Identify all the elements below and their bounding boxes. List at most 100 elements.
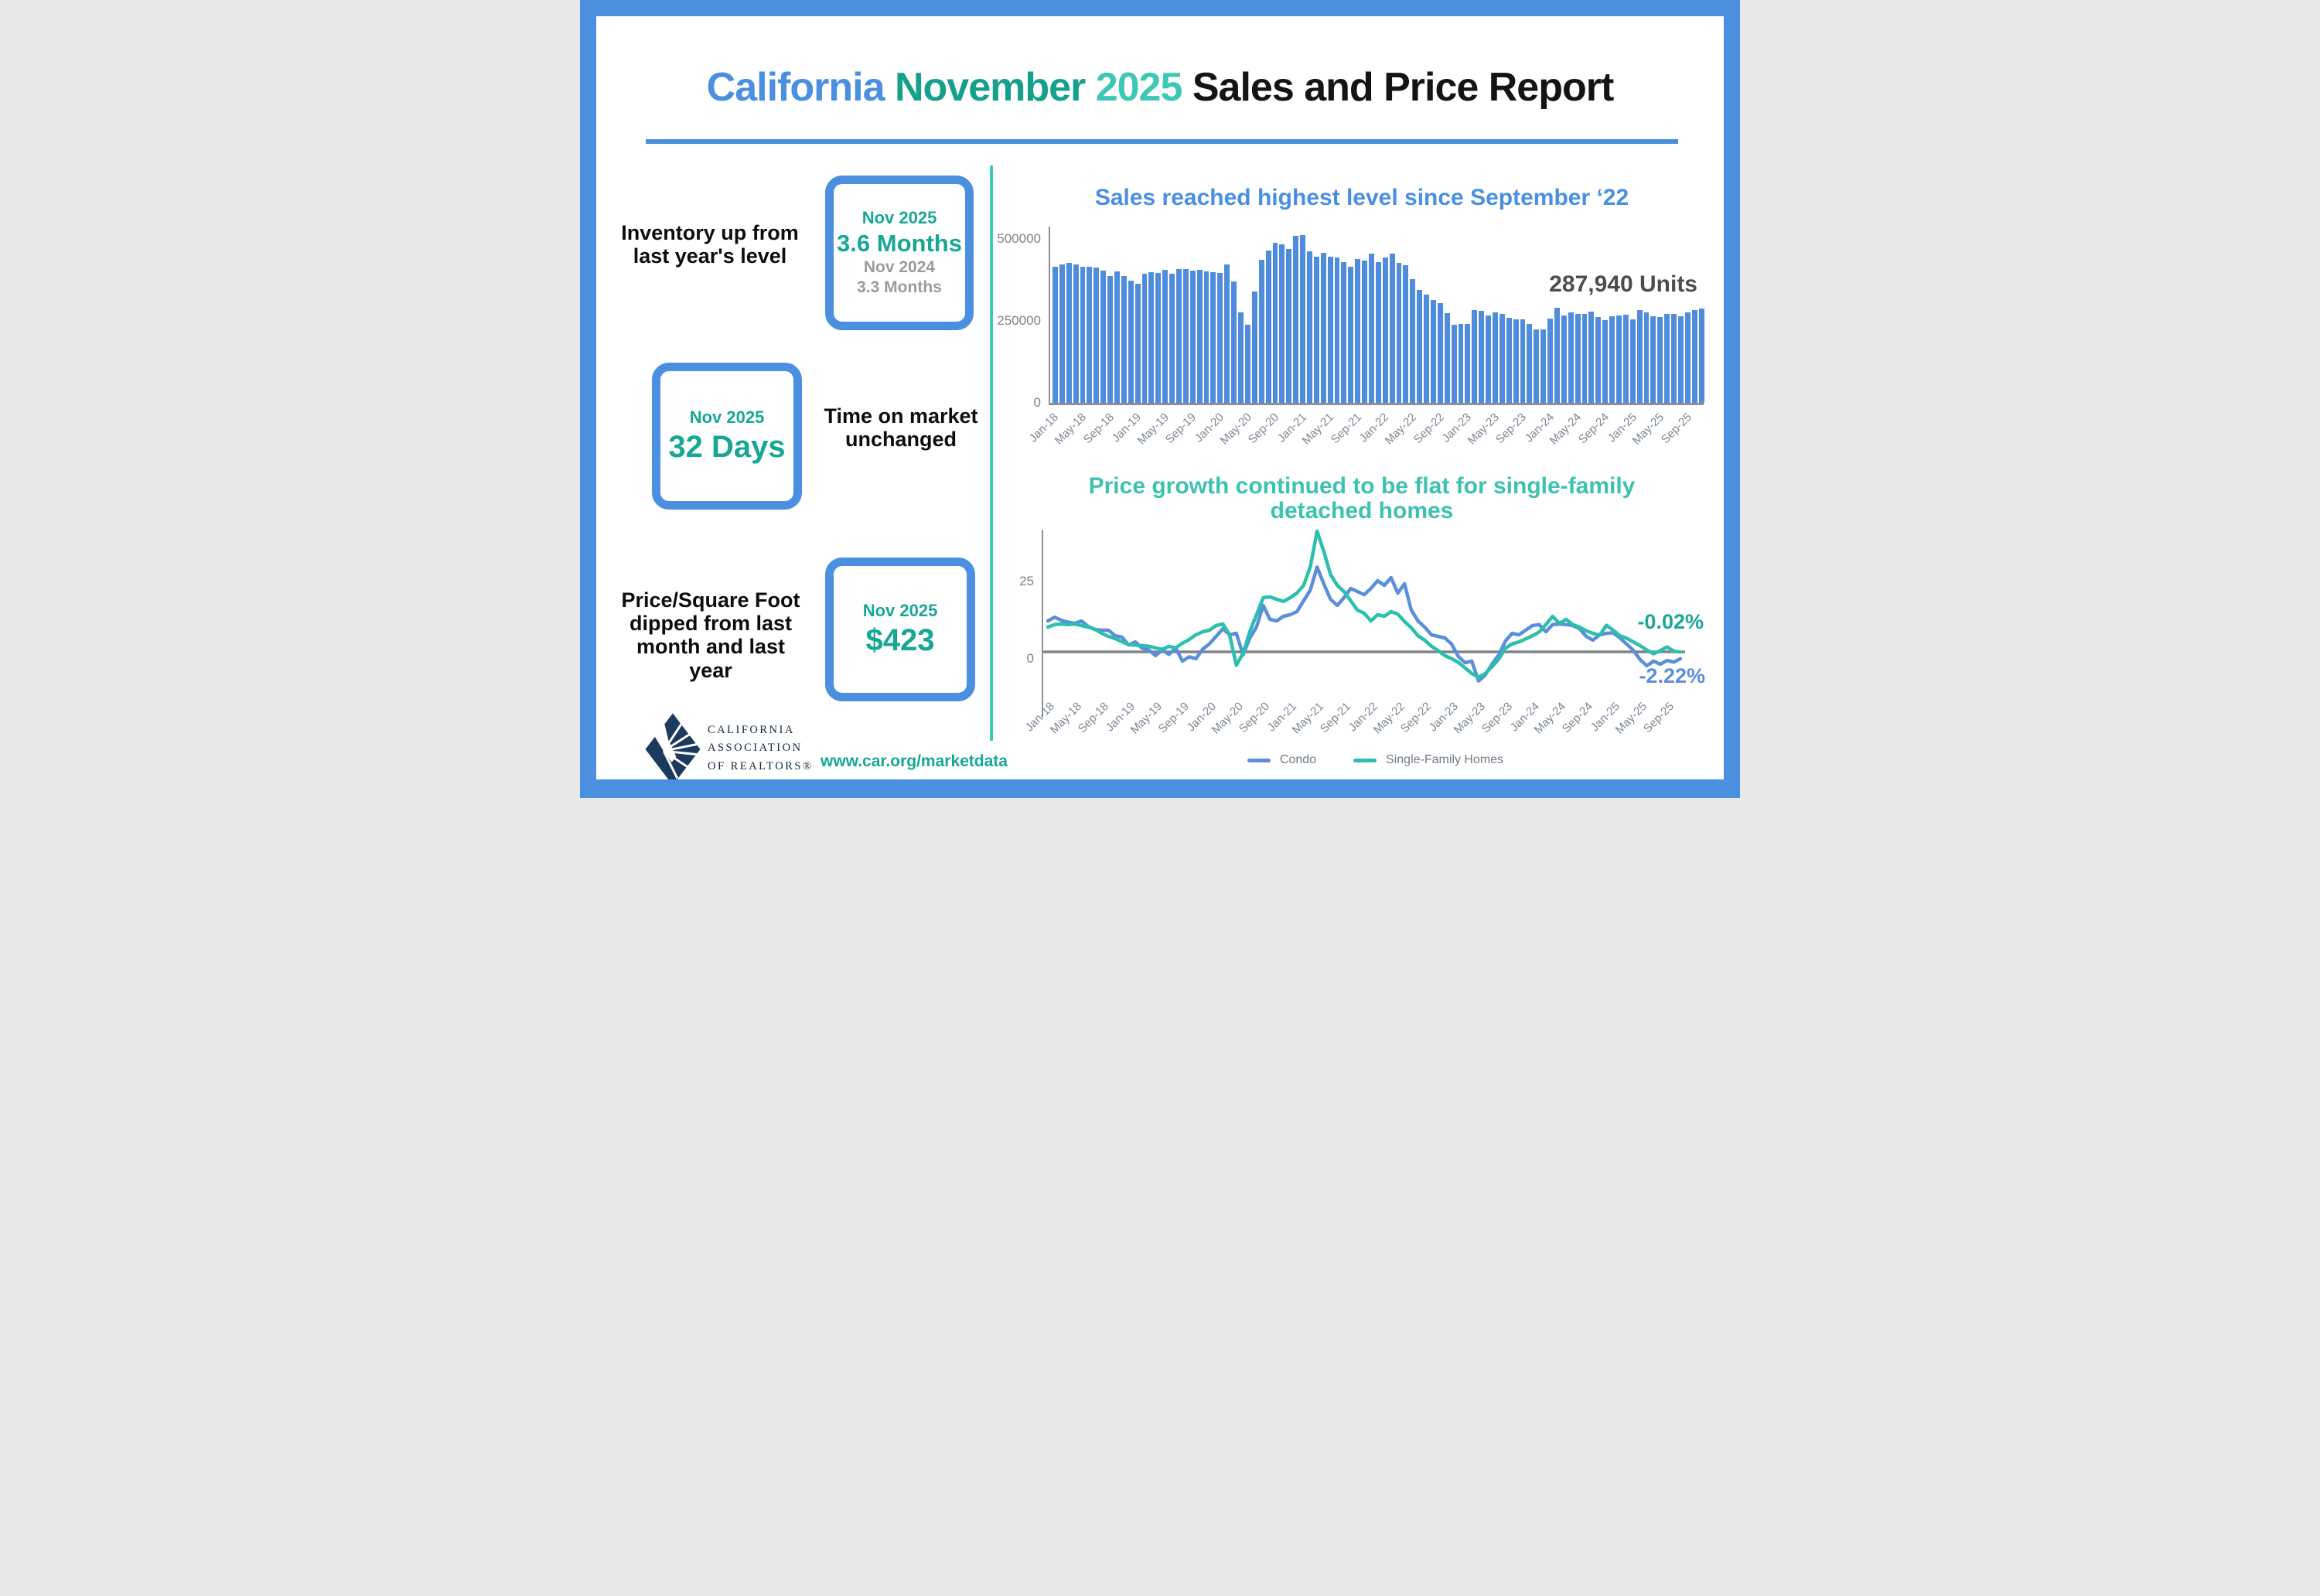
sales-bar bbox=[1595, 316, 1602, 403]
legend-swatch-icon bbox=[1247, 758, 1271, 762]
time-on-market-value: 32 Days bbox=[668, 429, 786, 464]
title-rest: Sales and Price Report bbox=[1192, 65, 1614, 110]
sales-chart-x-axis: Jan-18 May-18 Sep-18 Jan-19 May-19 Sep-19 Jan-… bbox=[1027, 411, 1702, 465]
sales-bar bbox=[1100, 270, 1107, 403]
single-family-homes-line bbox=[1046, 529, 1683, 680]
sales-bar bbox=[1602, 319, 1609, 403]
sales-bar bbox=[1196, 270, 1203, 403]
sales-bar-chart: 0 250000 500000 bbox=[997, 227, 1704, 410]
sales-bar bbox=[1203, 271, 1209, 403]
sales-bar bbox=[1520, 319, 1526, 403]
sales-bar bbox=[1169, 274, 1175, 403]
sales-bar bbox=[1141, 274, 1148, 403]
car-logo-text: CALIFORNIA ASSOCIATION OF REALTORS® bbox=[708, 721, 814, 776]
price-line-chart: 0 25 bbox=[1019, 520, 1685, 691]
sales-bar bbox=[1691, 309, 1697, 403]
sales-bar bbox=[1300, 235, 1305, 403]
car-logo-line1: CALIFORNIA bbox=[708, 724, 795, 736]
sales-bar bbox=[1093, 268, 1100, 403]
inventory-stat-box: Nov 2025 3.6 Months Nov 2024 3.3 Months bbox=[825, 176, 974, 330]
sfh-latest-annotation: -0.02% bbox=[1637, 610, 1704, 633]
sales-bar bbox=[1355, 259, 1361, 403]
inventory-stat-label: Inventory up from last year's level bbox=[621, 221, 799, 268]
title-california: California bbox=[706, 65, 885, 110]
sales-bar bbox=[1616, 315, 1622, 403]
sales-bar bbox=[1059, 264, 1065, 403]
sales-bar bbox=[1375, 262, 1381, 403]
sales-bar bbox=[1403, 265, 1409, 403]
sales-bar bbox=[1217, 272, 1223, 403]
header-rule bbox=[646, 139, 1678, 144]
sales-bar bbox=[1506, 317, 1512, 403]
sales-bar bbox=[1265, 250, 1271, 403]
legend-label: Single-Family Homes bbox=[1386, 753, 1504, 766]
legend-label: Condo bbox=[1279, 753, 1317, 766]
sales-bar bbox=[1547, 319, 1554, 403]
condo-latest-annotation: -2.22% bbox=[1639, 664, 1705, 687]
sales-bar bbox=[1588, 311, 1595, 403]
sales-bar bbox=[1430, 300, 1436, 403]
sales-bars bbox=[1053, 227, 1704, 403]
sales-chart-x-tick: Sep-22 bbox=[1411, 411, 1447, 447]
sales-bar bbox=[1368, 254, 1374, 403]
sales-bar bbox=[1134, 284, 1141, 403]
legend-item-condo: Condo bbox=[1247, 753, 1316, 767]
time-on-market-stat-box: Nov 2025 32 Days bbox=[652, 363, 802, 510]
sales-chart-x-tick: Sep-23 bbox=[1493, 411, 1530, 447]
condo-line bbox=[1046, 565, 1683, 683]
title-november: November bbox=[894, 65, 1086, 110]
report-page: California November 2025 Sales and Price… bbox=[580, 0, 1740, 798]
sales-bar bbox=[1410, 279, 1416, 403]
sales-chart-title: Sales reached highest level since Septem… bbox=[1094, 185, 1629, 210]
sales-bar bbox=[1279, 244, 1285, 403]
sales-bar bbox=[1472, 309, 1478, 403]
sales-bar bbox=[1087, 266, 1093, 403]
price-chart-title: Price growth continued to be flat for si… bbox=[1014, 473, 1710, 523]
sales-bar bbox=[1320, 252, 1326, 403]
sales-bar bbox=[1396, 263, 1402, 403]
title-year: 2025 bbox=[1095, 65, 1183, 110]
sales-bar bbox=[1306, 251, 1312, 403]
sales-bar bbox=[1499, 314, 1505, 403]
sales-bar bbox=[1629, 319, 1636, 403]
price-sqft-period: Nov 2025 bbox=[862, 601, 938, 621]
sales-bar bbox=[1581, 314, 1588, 403]
sales-bar bbox=[1664, 314, 1670, 403]
car-logo-line2: ASSOCIATION bbox=[708, 742, 803, 755]
sales-chart-x-tick: Sep-25 bbox=[1658, 411, 1694, 447]
sales-bar bbox=[1609, 316, 1615, 403]
price-chart-y-tick: 25 bbox=[1019, 574, 1034, 588]
sales-bar bbox=[1636, 309, 1643, 403]
sales-chart-x-tick: Sep-18 bbox=[1080, 411, 1117, 447]
sales-bar bbox=[1286, 249, 1292, 403]
sales-bar bbox=[1348, 267, 1354, 403]
price-line-chart-svg bbox=[1043, 529, 1685, 683]
sales-chart-y-tick: 0 bbox=[1033, 395, 1041, 410]
sales-bar bbox=[1389, 253, 1395, 403]
price-chart-y-spine bbox=[1042, 530, 1043, 718]
sales-bar bbox=[1327, 256, 1333, 403]
sales-chart-y-tick: 250000 bbox=[997, 312, 1041, 328]
sales-bar bbox=[1293, 236, 1299, 403]
sales-bar bbox=[1128, 280, 1134, 403]
inventory-prev-value: 3.3 Months bbox=[857, 278, 942, 297]
legend-swatch-icon bbox=[1353, 758, 1377, 762]
sales-bar bbox=[1417, 290, 1423, 403]
price-sqft-value: $423 bbox=[865, 622, 935, 657]
sales-bar bbox=[1671, 313, 1677, 403]
sales-bar bbox=[1272, 242, 1278, 403]
sales-bar bbox=[1684, 312, 1691, 403]
price-chart-x-axis: Jan-18 May-18 Sep-18 Jan-19 May-19 Sep-19 Jan-… bbox=[1023, 700, 1685, 754]
marketdata-url-link[interactable]: www.car.org/marketdata bbox=[821, 752, 1008, 770]
sales-bar bbox=[1114, 271, 1120, 403]
sales-bar bbox=[1182, 269, 1189, 403]
sales-bar bbox=[1231, 281, 1237, 403]
sales-bar bbox=[1251, 292, 1257, 403]
sales-bar bbox=[1493, 312, 1498, 403]
sales-chart-x-tick: Sep-21 bbox=[1328, 411, 1364, 447]
price-chart-title-line1: Price growth continued to be flat for si… bbox=[1088, 473, 1636, 499]
sales-bar bbox=[1210, 272, 1216, 403]
vertical-divider bbox=[990, 165, 993, 741]
sales-bar bbox=[1458, 324, 1464, 403]
sales-bar bbox=[1148, 272, 1155, 403]
